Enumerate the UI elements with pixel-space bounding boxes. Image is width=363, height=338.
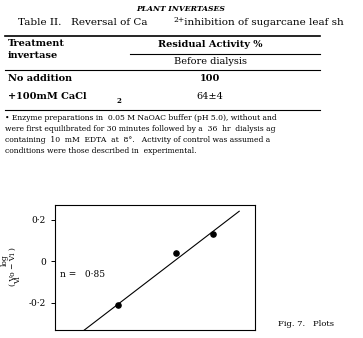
- Text: Residual Activity %: Residual Activity %: [158, 40, 262, 49]
- Text: • Enzyme preparations in  0.05 M NaOAC buffer (pH 5.0), without and: • Enzyme preparations in 0.05 M NaOAC bu…: [5, 114, 277, 122]
- Text: PLANT INVERTASES: PLANT INVERTASES: [136, 5, 225, 13]
- Text: log: log: [1, 254, 9, 266]
- Text: No addition: No addition: [8, 74, 72, 83]
- Text: n =   0·85: n = 0·85: [60, 270, 105, 279]
- Text: 2: 2: [116, 97, 121, 105]
- Text: ( Vo − Vi ): ( Vo − Vi ): [9, 247, 17, 286]
- Text: 64±4: 64±4: [196, 92, 224, 101]
- Text: were first equilibrated for 30 minutes followed by a  36  hr  dialysis ag: were first equilibrated for 30 minutes f…: [5, 125, 276, 133]
- Text: Fig. 7.   Plots: Fig. 7. Plots: [278, 320, 334, 328]
- Text: 100: 100: [200, 74, 220, 83]
- Point: [210, 232, 216, 237]
- Text: +100mM CaCl: +100mM CaCl: [8, 92, 87, 101]
- Text: inhibition of sugarcane leaf sh: inhibition of sugarcane leaf sh: [181, 18, 344, 27]
- Text: Table II.   Reversal of Ca: Table II. Reversal of Ca: [18, 18, 147, 27]
- Text: invertase: invertase: [8, 51, 58, 60]
- Text: Treatment: Treatment: [8, 39, 65, 48]
- Text: Before dialysis: Before dialysis: [174, 57, 246, 66]
- Text: conditions were those described in  experimental.: conditions were those described in exper…: [5, 147, 196, 155]
- Point: [173, 250, 179, 256]
- Text: Vi: Vi: [14, 276, 22, 284]
- Text: containing  10  mM  EDTA  at  8°.   Activity of control was assumed a: containing 10 mM EDTA at 8°. Activity of…: [5, 136, 270, 144]
- Point: [115, 302, 121, 308]
- Text: 2+: 2+: [173, 16, 184, 24]
